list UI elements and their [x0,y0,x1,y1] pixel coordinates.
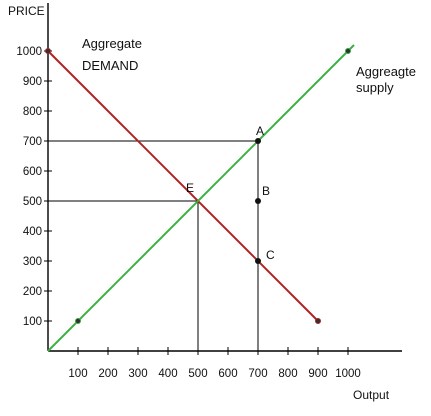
point-c-marker [255,258,261,264]
aggreagte-supply-line [47,44,355,352]
points: A B C E [186,124,275,264]
aggreagte-supply-marker [75,317,82,324]
aggreagte-supply-label: supply [356,80,394,95]
x-tick-label: 400 [158,368,177,380]
point-a-label: A [256,124,264,138]
y-tick-label: 500 [23,196,42,208]
guide-lines [48,140,259,351]
y-tick-label: 200 [23,286,42,298]
y-tick-label: 300 [23,256,42,268]
x-tick-label: 800 [278,368,297,380]
aggreagte-supply-label: Aggreagte [356,64,416,79]
x-tick-label: 500 [188,368,207,380]
y-axis-title: PRICE [8,4,45,18]
x-tick-label: 600 [218,368,237,380]
x-tick-label: 700 [248,368,267,380]
x-tick-label: 100 [68,368,87,380]
aggreagte-supply-marker [344,48,351,55]
point-e-label: E [186,181,194,195]
x-tick-label: 1000 [335,368,361,380]
point-c-label: C [266,248,275,262]
y-tick-label: 100 [23,316,42,328]
x-tick-label: 300 [128,368,147,380]
y-tick-label: 1000 [16,46,42,58]
aggregate-demand-marker [45,48,52,55]
axes: 100 200 300 400 500 600 700 800 900 1000 100 200 300… [8,3,402,402]
y-tick-label: 800 [23,106,42,118]
point-b-label: B [262,184,270,198]
y-tick-label: 400 [23,226,42,238]
aggregate-demand-label: DEMAND [82,58,138,73]
aggregate-demand-marker [314,317,321,324]
curves [45,44,355,352]
point-b-marker [255,198,261,204]
y-tick-label: 700 [23,136,42,148]
x-axis-title: Output [353,388,390,402]
y-tick-label: 900 [23,76,42,88]
y-tick-label: 600 [23,166,42,178]
x-tick-label: 200 [98,368,117,380]
aggregate-demand-label: Aggregate [82,36,142,51]
x-tick-label: 900 [308,368,327,380]
aggregate-demand-line [47,50,319,322]
point-a-marker [255,138,261,144]
